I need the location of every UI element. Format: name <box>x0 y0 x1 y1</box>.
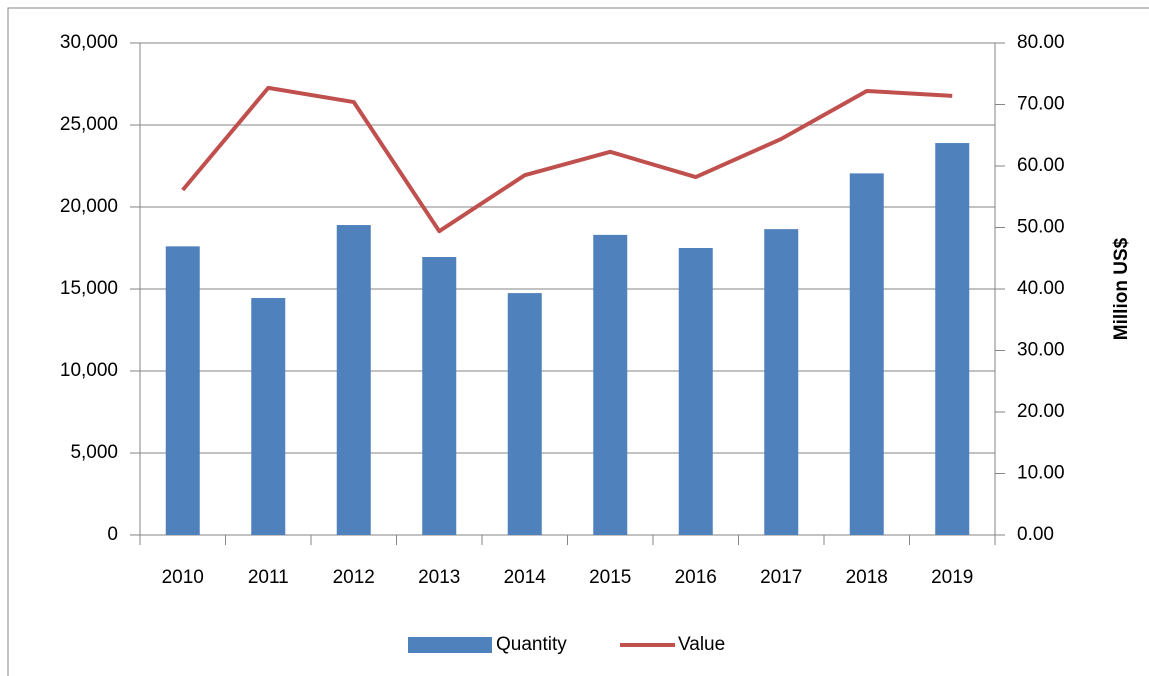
y-tick-label: 20,000 <box>60 196 118 217</box>
y-tick-label: 30,000 <box>60 32 118 53</box>
y-tick-label: 10,000 <box>60 360 118 381</box>
y2-axis-label: Million US$ <box>1111 237 1132 340</box>
x-tick-label: 2010 <box>162 567 204 588</box>
y2-tick-label: 20.00 <box>1017 401 1065 422</box>
y2-tick-label: 50.00 <box>1017 217 1065 238</box>
x-tick-label: 2012 <box>333 567 375 588</box>
x-tick-label: 2014 <box>504 567 547 588</box>
chart-frame <box>7 7 1149 676</box>
bar <box>935 143 970 536</box>
legend-label: Value <box>678 634 725 655</box>
y2-tick-label: 60.00 <box>1017 155 1065 176</box>
y2-tick-label: 70.00 <box>1017 94 1065 115</box>
bar <box>593 234 628 535</box>
y2-tick-label: 10.00 <box>1017 463 1065 484</box>
legend-label: Quantity <box>496 634 567 655</box>
y2-tick-label: 80.00 <box>1017 32 1065 53</box>
bar <box>422 257 457 535</box>
x-tick-label: 2019 <box>931 567 973 588</box>
y2-tick-label: 30.00 <box>1017 340 1065 361</box>
x-tick-label: 2018 <box>846 567 888 588</box>
bar <box>849 173 884 535</box>
x-tick-label: 2013 <box>418 567 460 588</box>
y-tick-label: 5,000 <box>70 442 118 463</box>
bar <box>678 248 713 535</box>
x-tick-label: 2015 <box>589 567 631 588</box>
x-tick-label: 2016 <box>675 567 717 588</box>
bar <box>336 225 371 536</box>
y2-tick-label: 0.00 <box>1017 524 1054 545</box>
bar <box>165 246 200 536</box>
bar <box>764 229 799 535</box>
y-tick-label: 0 <box>107 524 118 545</box>
y2-tick-label: 40.00 <box>1017 278 1065 299</box>
bar <box>507 293 542 535</box>
y-tick-label: 15,000 <box>60 278 118 299</box>
legend-swatch <box>408 637 492 653</box>
x-tick-label: 2011 <box>248 567 289 588</box>
x-tick-label: 2017 <box>760 567 802 588</box>
line <box>181 85 953 234</box>
bar <box>251 298 286 535</box>
y-tick-label: 25,000 <box>60 114 118 135</box>
